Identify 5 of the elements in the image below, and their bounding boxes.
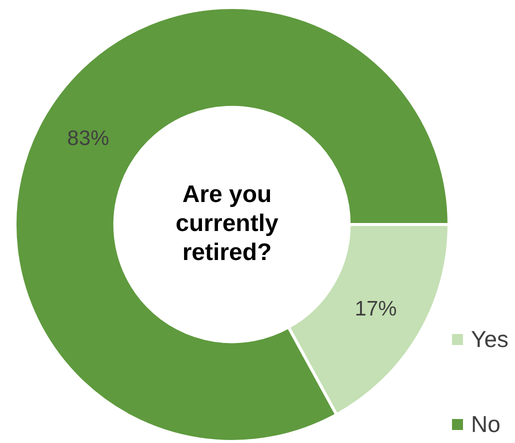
legend-label: Yes (471, 326, 509, 352)
legend-label: No (471, 410, 500, 438)
data-label: 83% (67, 127, 110, 150)
data-label: 17% (354, 297, 397, 320)
text: Are you currently retired? (174, 180, 280, 267)
